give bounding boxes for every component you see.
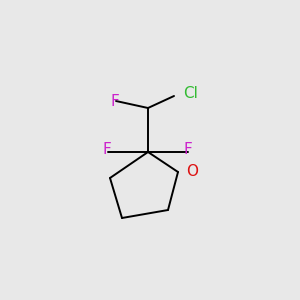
- Text: Cl: Cl: [183, 86, 198, 101]
- Text: O: O: [186, 164, 198, 179]
- Text: F: F: [184, 142, 192, 158]
- Text: F: F: [111, 94, 119, 109]
- Text: F: F: [103, 142, 111, 158]
